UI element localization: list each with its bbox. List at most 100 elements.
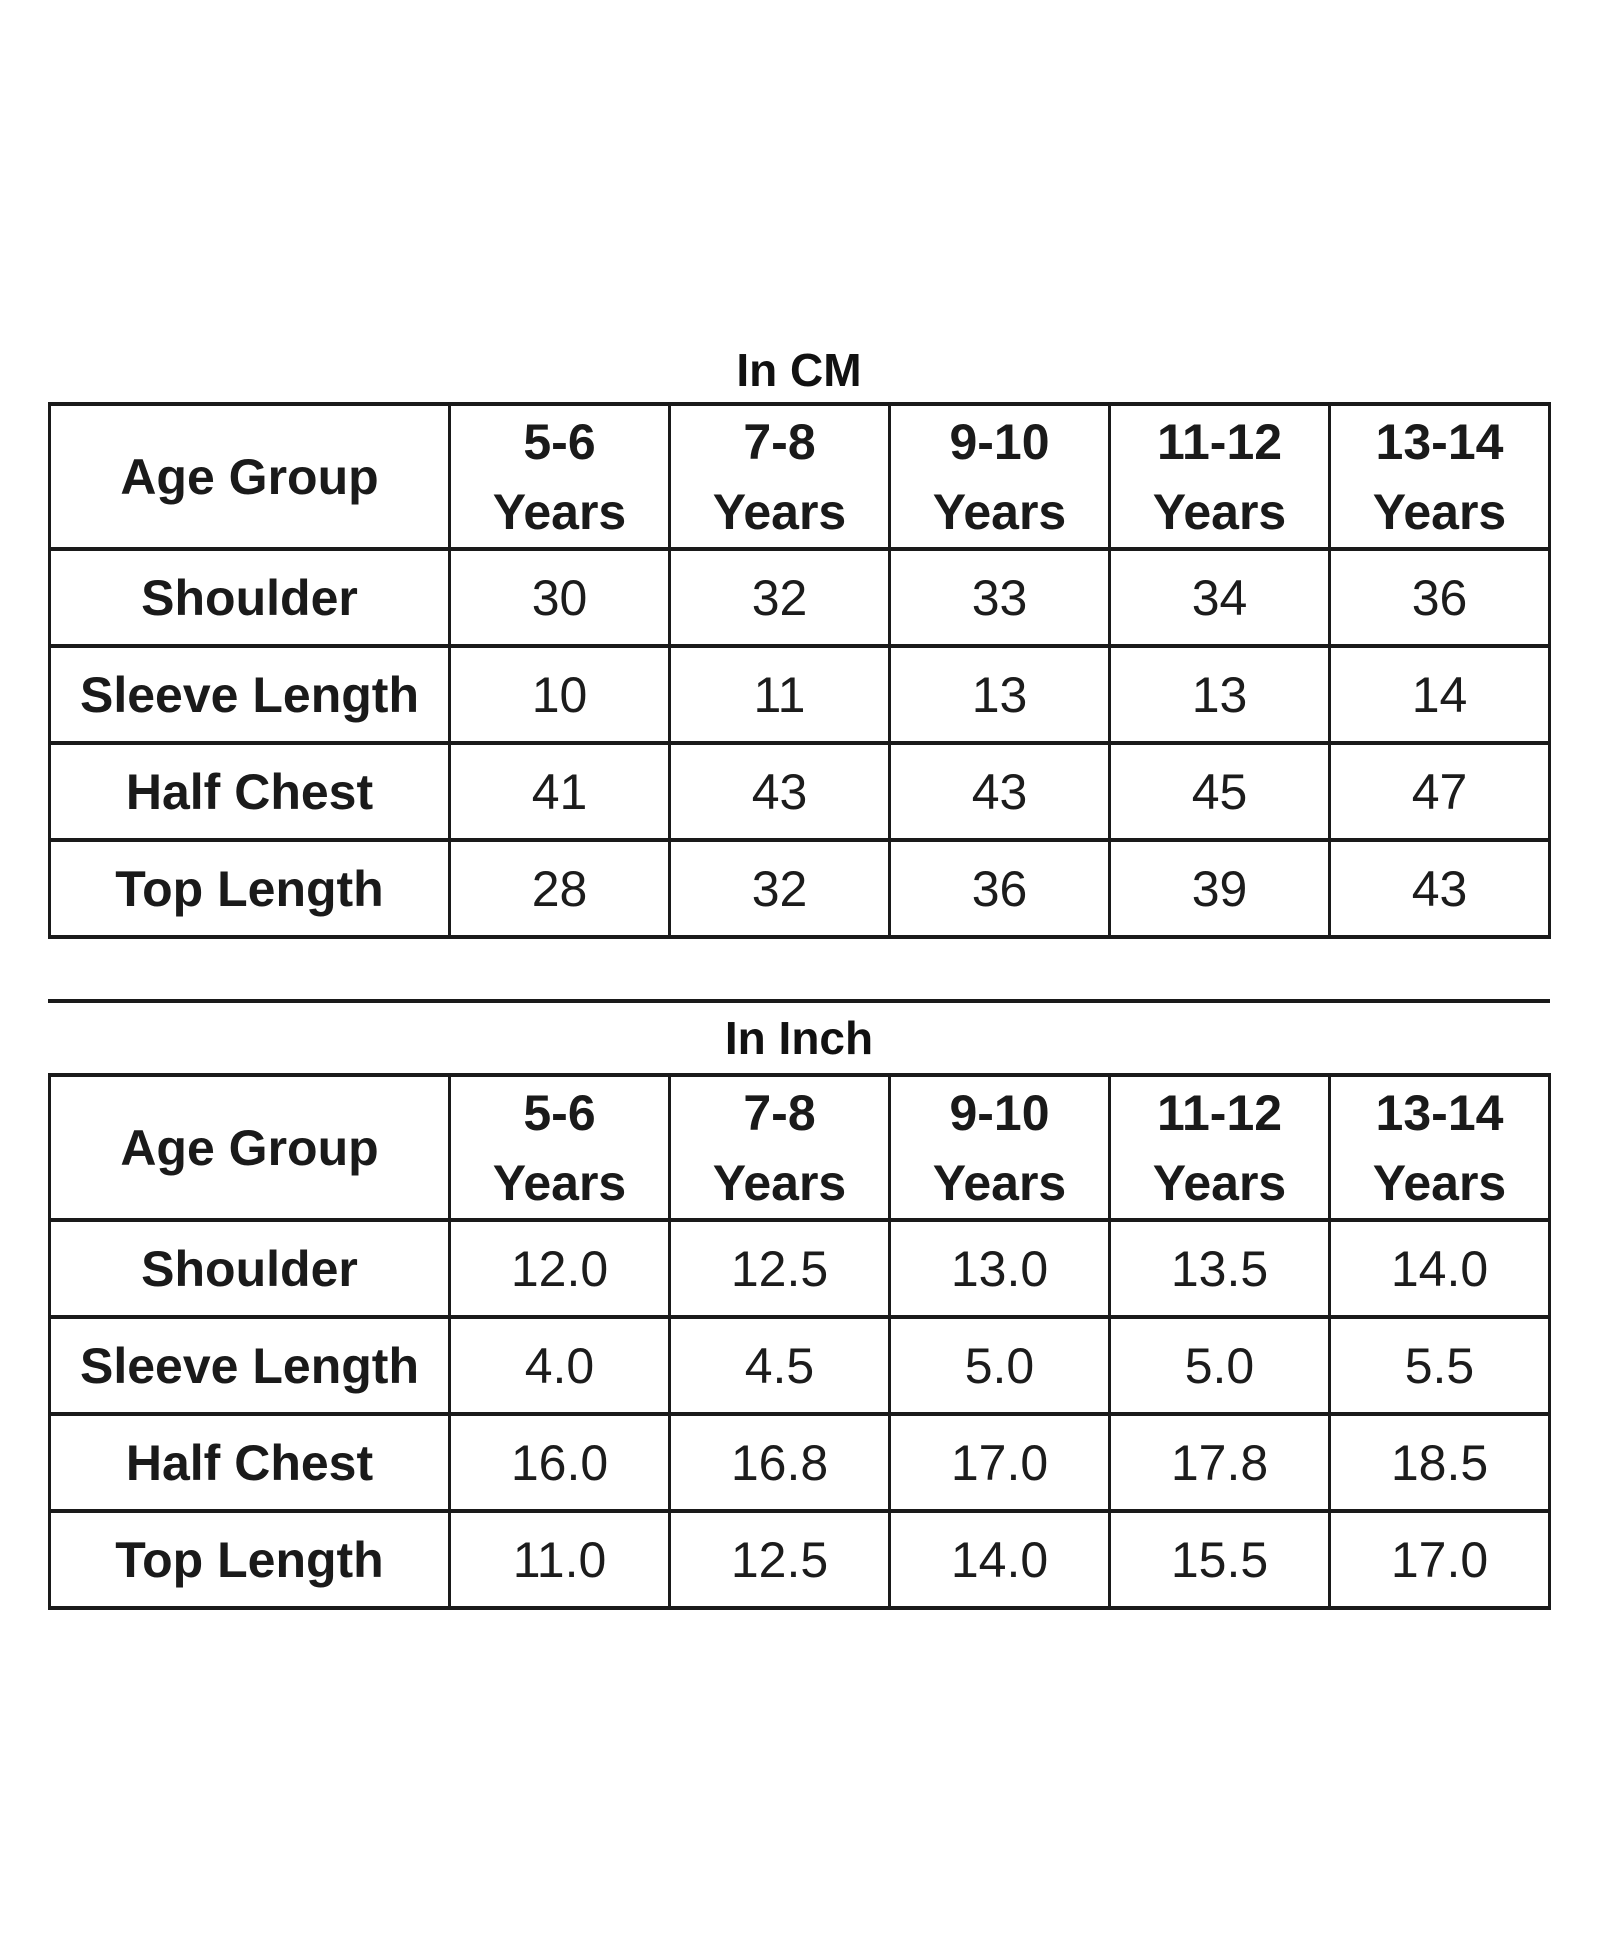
- measurement-label: Top Length: [48, 838, 451, 939]
- measurement-value: 4.0: [448, 1315, 671, 1416]
- years-text: Years: [712, 1154, 847, 1211]
- tables-gap: [48, 939, 1550, 999]
- measurement-value: 13: [888, 644, 1111, 745]
- measurement-label: Sleeve Length: [48, 1315, 451, 1416]
- cm-table-title: In CM: [736, 344, 862, 396]
- age-range-text: 7-8: [743, 1084, 816, 1141]
- years-text: Years: [1152, 1154, 1287, 1211]
- measurement-value: 39: [1108, 838, 1331, 939]
- measurement-value: 14.0: [1328, 1218, 1551, 1319]
- years-text: Years: [712, 483, 847, 540]
- age-range-text: 5-6: [523, 413, 596, 470]
- years-text: Years: [492, 483, 627, 540]
- measurement-value: 43: [888, 741, 1111, 842]
- measurement-row: Top Length 28 32 36 39 43: [48, 838, 1551, 939]
- measurement-label: Half Chest: [48, 741, 451, 842]
- measurement-value: 13: [1108, 644, 1331, 745]
- years-text: Years: [1372, 483, 1507, 540]
- age-range-text: 11-12: [1156, 413, 1283, 470]
- measurement-value: 5.0: [1108, 1315, 1331, 1416]
- measurement-label: Half Chest: [48, 1412, 451, 1513]
- measurement-value: 34: [1108, 547, 1331, 648]
- measurement-value: 18.5: [1328, 1412, 1551, 1513]
- age-column-header-cell: 11-12 Years: [1108, 1073, 1331, 1222]
- measurement-value: 11: [668, 644, 891, 745]
- measurement-value: 43: [668, 741, 891, 842]
- age-group-corner-cell: Age Group: [48, 402, 451, 551]
- measurement-value: 17.0: [888, 1412, 1111, 1513]
- measurement-value: 16.0: [448, 1412, 671, 1513]
- measurement-value: 5.5: [1328, 1315, 1551, 1416]
- age-group-label: Age Group: [120, 448, 379, 505]
- measurement-value: 28: [448, 838, 671, 939]
- measurement-value: 13.0: [888, 1218, 1111, 1319]
- inch-size-table: Age Group 5-6 Years 7-8 Years 9-10 Years 11-12 Y…: [48, 1073, 1551, 1610]
- years-text: Years: [932, 1154, 1067, 1211]
- age-column-header-cell: 7-8 Years: [668, 402, 891, 551]
- years-text: Years: [1152, 483, 1287, 540]
- age-range-text: 9-10: [949, 1084, 1050, 1141]
- age-column-header-cell: 7-8 Years: [668, 1073, 891, 1222]
- measurement-value: 15.5: [1108, 1509, 1331, 1610]
- measurement-row: Shoulder 30 32 33 34 36: [48, 547, 1551, 648]
- age-column-header-cell: 9-10 Years: [888, 402, 1111, 551]
- measurement-value: 43: [1328, 838, 1551, 939]
- measurement-value: 45: [1108, 741, 1331, 842]
- inch-table-body: Shoulder 12.0 12.5 13.0 13.5 14.0 Sleeve Lengt…: [48, 1218, 1551, 1610]
- measurement-value: 36: [888, 838, 1111, 939]
- measurement-label: Top Length: [48, 1509, 451, 1610]
- age-column-header-cell: 13-14 Years: [1328, 402, 1551, 551]
- measurement-value: 12.0: [448, 1218, 671, 1319]
- size-chart-content: In CM Age Group 5-6 Years 7-8 Years 9-10 Years…: [48, 338, 1551, 1610]
- age-column-header-cell: 5-6 Years: [448, 402, 671, 551]
- measurement-value: 30: [448, 547, 671, 648]
- measurement-value: 32: [668, 547, 891, 648]
- age-range-text: 11-12: [1156, 1084, 1283, 1141]
- age-range-text: 9-10: [949, 413, 1050, 470]
- measurement-label: Shoulder: [48, 547, 451, 648]
- measurement-value: 16.8: [668, 1412, 891, 1513]
- measurement-value: 41: [448, 741, 671, 842]
- age-range-text: 7-8: [743, 413, 816, 470]
- measurement-value: 4.5: [668, 1315, 891, 1416]
- cm-table-header: Age Group 5-6 Years 7-8 Years 9-10 Years 11-12 Y…: [48, 402, 1551, 551]
- measurement-value: 17.8: [1108, 1412, 1331, 1513]
- header-row: Age Group 5-6 Years 7-8 Years 9-10 Years 11-12 Y…: [48, 1073, 1551, 1222]
- measurement-value: 11.0: [448, 1509, 671, 1610]
- cm-size-table: Age Group 5-6 Years 7-8 Years 9-10 Years 11-12 Y…: [48, 402, 1551, 939]
- measurement-value: 33: [888, 547, 1111, 648]
- measurement-value: 47: [1328, 741, 1551, 842]
- measurement-value: 10: [448, 644, 671, 745]
- measurement-value: 13.5: [1108, 1218, 1331, 1319]
- age-range-text: 13-14: [1375, 1084, 1504, 1141]
- measurement-value: 32: [668, 838, 891, 939]
- inch-table-header: Age Group 5-6 Years 7-8 Years 9-10 Years 11-12 Y…: [48, 1073, 1551, 1222]
- measurement-row: Half Chest 41 43 43 45 47: [48, 741, 1551, 842]
- measurement-value: 5.0: [888, 1315, 1111, 1416]
- age-range-text: 13-14: [1375, 413, 1504, 470]
- measurement-row: Sleeve Length 10 11 13 13 14: [48, 644, 1551, 745]
- measurement-row: Sleeve Length 4.0 4.5 5.0 5.0 5.5: [48, 1315, 1551, 1416]
- years-text: Years: [492, 1154, 627, 1211]
- age-column-header-cell: 13-14 Years: [1328, 1073, 1551, 1222]
- measurement-row: Half Chest 16.0 16.8 17.0 17.8 18.5: [48, 1412, 1551, 1513]
- years-text: Years: [932, 483, 1067, 540]
- measurement-value: 12.5: [668, 1509, 891, 1610]
- age-range-text: 5-6: [523, 1084, 596, 1141]
- measurement-value: 12.5: [668, 1218, 891, 1319]
- age-group-corner-cell: Age Group: [48, 1073, 451, 1222]
- age-column-header-cell: 5-6 Years: [448, 1073, 671, 1222]
- years-text: Years: [1372, 1154, 1507, 1211]
- measurement-label: Shoulder: [48, 1218, 451, 1319]
- measurement-value: 14.0: [888, 1509, 1111, 1610]
- header-row: Age Group 5-6 Years 7-8 Years 9-10 Years 11-12 Y…: [48, 402, 1551, 551]
- measurement-label: Sleeve Length: [48, 644, 451, 745]
- inch-table-title: In Inch: [48, 999, 1550, 1073]
- age-column-header-cell: 9-10 Years: [888, 1073, 1111, 1222]
- measurement-value: 17.0: [1328, 1509, 1551, 1610]
- age-group-label: Age Group: [120, 1119, 379, 1176]
- measurement-row: Top Length 11.0 12.5 14.0 15.5 17.0: [48, 1509, 1551, 1610]
- cm-table-body: Shoulder 30 32 33 34 36 Sleeve Length 10 11 13 13 1…: [48, 547, 1551, 939]
- measurement-row: Shoulder 12.0 12.5 13.0 13.5 14.0: [48, 1218, 1551, 1319]
